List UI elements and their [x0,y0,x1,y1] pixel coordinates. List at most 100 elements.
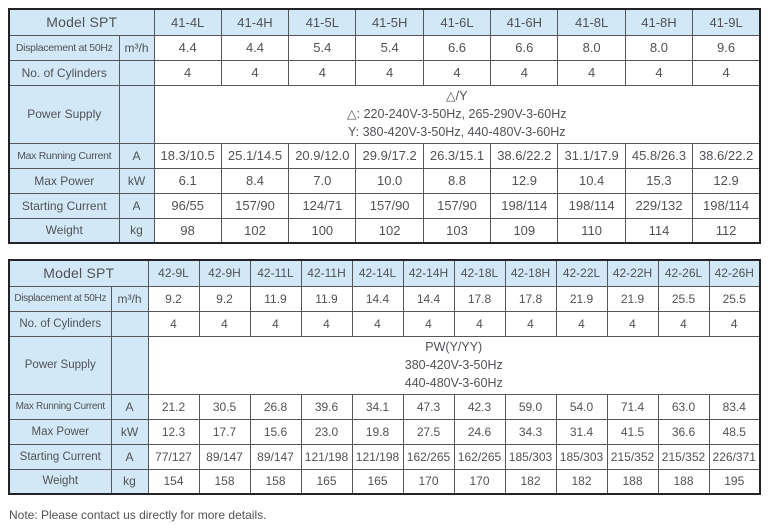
value-cell: 25.5 [657,285,710,312]
value-cell: 4 [453,310,506,337]
value-cell: 188 [606,468,659,495]
power-supply-line: △/Y [446,89,468,103]
value-cell: 154 [147,468,200,495]
model-cell: 41-8L [557,8,626,36]
value-cell: 4 [657,310,710,337]
unit-cell: A [110,393,149,420]
unit-cell: kg [110,468,149,495]
value-cell: 4.4 [153,34,222,61]
value-cell: 20.9/12.0 [288,142,357,169]
value-cell: 21.2 [147,393,200,420]
value-cell: 4 [198,310,251,337]
value-cell: 4 [351,310,404,337]
value-cell: 162/265 [453,443,506,470]
model-cell: 42-9L [147,259,200,287]
spec-table-spt42: Model SPT 42-9L 42-9H 42-11L 42-11H 42-14L 42-… [8,259,761,495]
value-cell: 4 [624,59,694,86]
value-cell: 36.6 [657,418,710,445]
value-cell: 215/352 [606,443,659,470]
model-cell: 42-14H [402,259,455,287]
row-label-cell: Displacement at 50Hz [8,34,120,61]
value-cell: 4 [504,310,557,337]
value-cell: 47.3 [402,393,455,420]
value-cell: 10.0 [355,167,424,194]
value-cell: 23.0 [300,418,353,445]
row-label-cell: Displacement at 50Hz [8,285,112,312]
value-cell: 226/371 [708,443,761,470]
value-cell: 18.3/10.5 [153,142,222,169]
value-cell: 39.6 [300,393,353,420]
row-label-cell: Starting Current [8,192,120,219]
value-cell: 54.0 [555,393,608,420]
spec-row: Max Power kW 6.1 8.4 7.0 10.0 8.8 12.9 10.4 15.3 1… [8,167,761,194]
value-cell: 4 [555,310,608,337]
row-label-cell: Power Supply [8,84,120,144]
value-cell: 96/55 [153,192,222,219]
value-cell: 8.0 [557,34,626,61]
unit-cell: m³/h [118,34,155,61]
value-cell: 5.4 [355,34,424,61]
value-cell: 4 [708,310,761,337]
spec-row: Displacement at 50Hz m³/h 4.4 4.4 5.4 5.4 6.6 6… [8,34,761,61]
value-cell: 24.6 [453,418,506,445]
value-cell: 9.2 [147,285,200,312]
unit-cell: m³/h [110,285,149,312]
value-cell: 8.4 [220,167,290,194]
value-cell: 157/90 [422,192,492,219]
value-cell: 170 [402,468,455,495]
row-label-cell: Power Supply [8,335,112,395]
value-cell: 121/198 [351,443,404,470]
value-cell: 71.4 [606,393,659,420]
value-cell: 198/114 [557,192,626,219]
value-cell: 17.8 [504,285,557,312]
value-cell: 31.1/17.9 [557,142,626,169]
model-cell: 42-26H [708,259,761,287]
value-cell: 7.0 [288,167,357,194]
row-label-cell: No. of Cylinders [8,310,112,337]
value-cell: 103 [422,217,492,244]
spec-table-spt41: Model SPT 41-4L 41-4H 41-5L 41-5H 41-6L 41-6H 4… [8,8,761,244]
value-cell: 14.4 [351,285,404,312]
power-supply-cell: △/Y △: 220-240V-3-50Hz, 265-290V-3-60Hz Y:… [153,84,761,144]
row-label-cell: Starting Current [8,443,112,470]
model-cell: 42-22H [606,259,659,287]
power-supply-line: Y: 380-420V-3-50Hz, 440-480V-3-60Hz [348,125,566,139]
model-cell: 41-4H [220,8,290,36]
spec-row: Max Running Current A 21.2 30.5 26.8 39.6 34.1… [8,393,761,420]
value-cell: 6.6 [422,34,492,61]
model-cell: 42-22L [555,259,608,287]
value-cell: 12.9 [490,167,559,194]
model-cell: 42-11L [249,259,302,287]
model-header-row: Model SPT 41-4L 41-4H 41-5L 41-5H 41-6L 41-6H 4… [8,8,761,36]
value-cell: 89/147 [198,443,251,470]
value-cell: 10.4 [557,167,626,194]
spec-row: Weight kg 154 158 158 165 165 170 170 182 182 188 18… [8,468,761,495]
value-cell: 100 [288,217,357,244]
value-cell: 112 [692,217,761,244]
value-cell: 198/114 [692,192,761,219]
value-cell: 157/90 [355,192,424,219]
value-cell: 157/90 [220,192,290,219]
spec-row: No. of Cylinders 4 4 4 4 4 4 4 4 4 [8,59,761,86]
value-cell: 188 [657,468,710,495]
value-cell: 27.5 [402,418,455,445]
value-cell: 34.3 [504,418,557,445]
value-cell: 8.0 [624,34,694,61]
value-cell: 114 [624,217,694,244]
value-cell: 4 [147,310,200,337]
value-cell: 6.1 [153,167,222,194]
value-cell: 17.7 [198,418,251,445]
spec-row: Starting Current A 77/127 89/147 89/147 121/1… [8,443,761,470]
model-header-row: Model SPT 42-9L 42-9H 42-11L 42-11H 42-14L 42-… [8,259,761,287]
value-cell: 4 [606,310,659,337]
value-cell: 42.3 [453,393,506,420]
model-cell: 42-9H [198,259,251,287]
value-cell: 4 [300,310,353,337]
unit-cell [110,335,149,395]
model-cell: 42-26L [657,259,710,287]
value-cell: 5.4 [288,34,357,61]
note-text: Note: Please contact us directly for mor… [9,508,267,522]
value-cell: 198/114 [490,192,559,219]
value-cell: 4 [355,59,424,86]
power-supply-line: △: 220-240V-3-50Hz, 265-290V-3-60Hz [347,107,567,121]
